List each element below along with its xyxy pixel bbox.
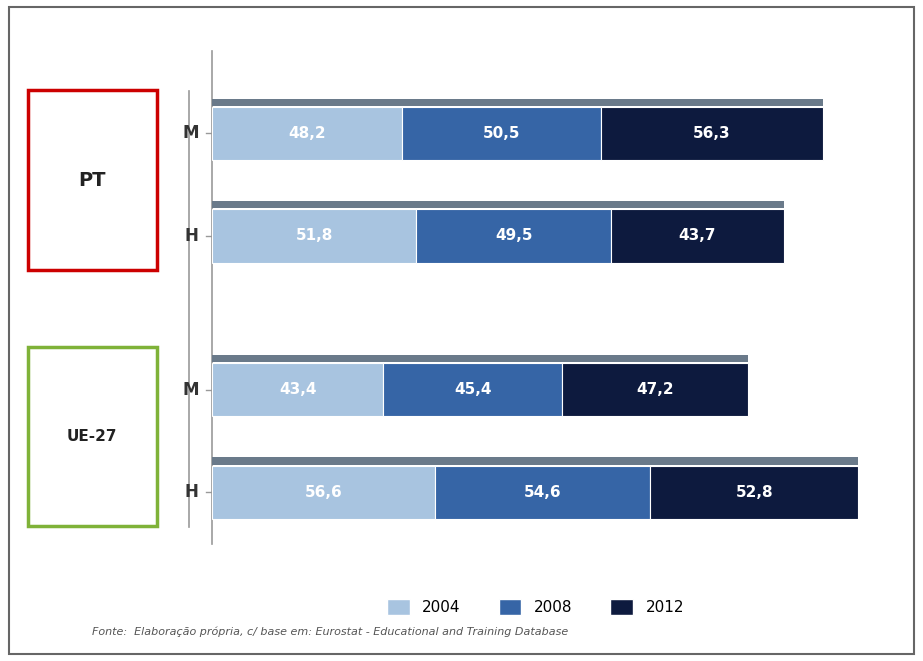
Bar	[651, 465, 858, 519]
Text: PT: PT	[78, 171, 106, 190]
Text: 54,6: 54,6	[524, 485, 561, 500]
Bar	[601, 107, 823, 160]
Bar	[212, 98, 823, 106]
Text: 56,3: 56,3	[693, 126, 731, 141]
Text: 51,8: 51,8	[295, 229, 333, 243]
Bar	[212, 107, 402, 160]
Bar	[436, 465, 651, 519]
Text: 45,4: 45,4	[454, 382, 491, 397]
Text: 43,4: 43,4	[279, 382, 317, 397]
Legend: 2004, 2008, 2012: 2004, 2008, 2012	[380, 593, 690, 621]
Text: H: H	[185, 483, 198, 501]
Bar	[212, 210, 416, 262]
Text: M: M	[182, 124, 198, 142]
Text: Fonte:  Elaboração própria, c/ base em: Eurostat - Educational and Training Data: Fonte: Elaboração própria, c/ base em: E…	[92, 626, 569, 637]
Bar	[212, 457, 858, 465]
Bar	[212, 363, 383, 416]
Text: 48,2: 48,2	[288, 126, 326, 141]
Text: UE-27: UE-27	[67, 429, 117, 444]
Bar	[212, 201, 784, 208]
Bar	[416, 210, 611, 262]
Text: 47,2: 47,2	[636, 382, 674, 397]
Text: 49,5: 49,5	[495, 229, 533, 243]
Bar	[212, 465, 436, 519]
Text: H: H	[185, 227, 198, 245]
Text: 43,7: 43,7	[678, 229, 716, 243]
Bar	[402, 107, 601, 160]
Bar	[611, 210, 784, 262]
Text: 50,5: 50,5	[483, 126, 521, 141]
Text: M: M	[182, 381, 198, 399]
Bar	[562, 363, 748, 416]
Text: 52,8: 52,8	[736, 485, 773, 500]
Bar	[383, 363, 562, 416]
Text: 56,6: 56,6	[305, 485, 342, 500]
Bar	[212, 355, 748, 362]
